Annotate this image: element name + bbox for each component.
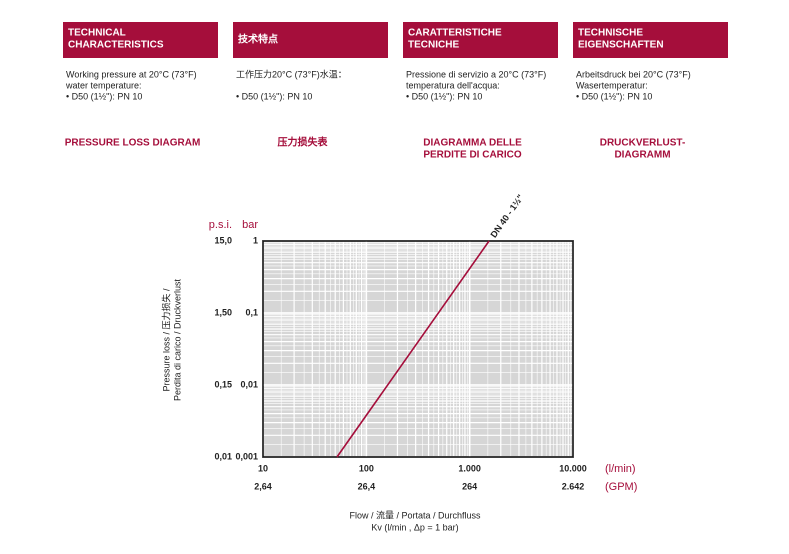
y-secondary-label: 15,0 [214,235,232,245]
diagram-title: DIAGRAMM [614,150,670,161]
spec-text: • D50 (1½"): PN 10 [406,91,482,101]
spec-text: Arbeitsdruck bei 20°C (73°F) [576,69,691,79]
y-axis-label: Perdita di carico / Druckverlust [172,278,182,401]
line-series [336,240,490,458]
header-title: TECNICHE [408,40,459,51]
spec-text: Pressione di servizio a 20°C (73°F) [406,69,546,79]
series-label: DN 40 - 1½" [488,193,525,240]
diagram-title: 压力损失表 [278,136,329,149]
x-secondary-label: 26,4 [358,481,376,491]
y-secondary-label: 1,50 [214,307,232,317]
spec-text: • D50 (1½"): PN 10 [576,91,652,101]
x-unit: (l/min) [605,463,636,475]
y-axis-label: Pressure loss / 压力损失 / [160,288,171,392]
x-tick-label: 100 [359,463,374,473]
plot-border [262,240,574,458]
spec-text: 工作压力20°C (73°F)水温： [236,68,347,79]
header-box [233,22,388,58]
plot-area [263,241,573,457]
header-title: TECHNICAL [68,28,126,39]
header-box [573,22,728,58]
x-secondary-label: 2,64 [254,481,272,491]
y-secondary-label: 0,01 [214,451,232,461]
diagram-title: DIAGRAMMA DELLE [423,138,522,149]
spec-text: temperatura dell'acqua: [406,80,500,90]
diagram-title: PERDITE DI CARICO [423,150,522,161]
header-title: EIGENSCHAFTEN [578,40,664,51]
spec-text: Working pressure at 20°C (73°F) [66,69,197,79]
y-unit: bar [242,219,258,231]
y-tick-label: 0,1 [245,307,258,317]
x-secondary-label: 264 [462,481,477,491]
x-axis-label: Kv (l/min , Δp = 1 bar) [371,522,458,532]
y-tick-label: 0,001 [235,451,258,461]
x-tick-label: 10 [258,463,268,473]
x-secondary-label: 2.642 [562,481,585,491]
diagram-title: DRUCKVERLUST- [600,138,686,149]
header-title: 技术特点 [238,33,278,46]
spec-text: • D50 (1½"): PN 10 [236,91,312,101]
header-box [63,22,218,58]
diagram-title: PRESSURE LOSS DIAGRAM [65,138,201,149]
y-secondary-label: 0,15 [214,379,232,389]
x-tick-label: 1.000 [458,463,481,473]
header-title: CHARACTERISTICS [68,40,164,51]
y-tick-label: 0,01 [240,379,258,389]
x-axis-label: Flow / 流量 / Portata / Durchfluss [349,509,481,520]
header-title: TECHNISCHE [578,28,643,39]
y-unit-secondary: p.s.i. [209,219,232,231]
x-unit-secondary: (GPM) [605,481,637,493]
spec-text: • D50 (1½"): PN 10 [66,91,142,101]
y-tick-label: 1 [253,235,258,245]
spec-text: Wasertemperatur: [576,80,648,90]
header-title: CARATTERISTICHE [408,28,502,39]
spec-text: water temperature: [65,80,142,90]
x-tick-label: 10.000 [559,463,587,473]
header-box [403,22,558,58]
